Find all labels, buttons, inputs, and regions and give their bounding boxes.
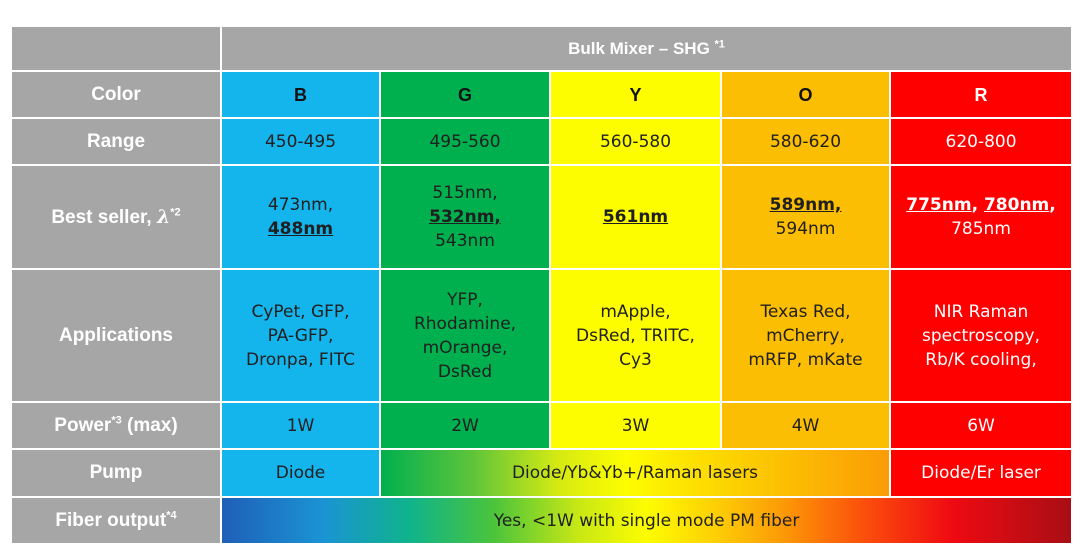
app-g-2: Rhodamine, [413, 313, 517, 334]
best-seller-r-1: 775nm, 780nm, [891, 193, 1071, 217]
pump-row: Pump Diode Diode/Yb&Yb+/Raman lasers Dio… [10, 448, 1074, 498]
app-b-1: CyPet, GFP, [251, 301, 350, 322]
row-label-power: Power*3 (max) [10, 401, 222, 450]
best-seller-label-text: Best seller, [51, 206, 152, 228]
power-o: 4W [720, 401, 891, 450]
title-row: Bulk Mixer – SHG *1 [10, 25, 1074, 72]
range-r: 620-800 [888, 117, 1074, 166]
best-seller-g-1: 515nm, [432, 183, 498, 203]
fiber-output: Yes, <1W with single mode PM fiber [219, 496, 1074, 545]
applications-r: NIR Raman spectroscopy, Rb/K cooling, [888, 268, 1074, 403]
best-seller-b: 473nm, 488nm [220, 164, 381, 270]
fiber-footnote: *4 [166, 509, 177, 522]
app-o-3: mRFP, mKate [748, 349, 863, 370]
app-g-1: YFP, [447, 289, 483, 310]
best-seller-r-sep: , [971, 195, 984, 215]
best-seller-b-1: 473nm, [267, 195, 334, 215]
best-seller-g-2: 532nm, [429, 207, 501, 227]
best-seller-r: 775nm, 780nm, 785nm [888, 164, 1074, 270]
best-seller-b-2: 488nm [267, 219, 334, 239]
best-seller-row: Best seller, λ*2 473nm, 488nm 515nm, 532… [10, 164, 1074, 270]
best-seller-y: 561nm [549, 164, 722, 270]
app-o-2: mCherry, [766, 325, 845, 346]
power-label-suffix: (max) [127, 414, 178, 436]
power-row: Power*3 (max) 1W 2W 3W 4W 6W [10, 401, 1074, 450]
table-title: Bulk Mixer – SHG *1 [219, 25, 1074, 72]
color-o: O [720, 70, 891, 119]
range-g: 495-560 [379, 117, 551, 166]
spec-table: Bulk Mixer – SHG *1 Color B G Y O R Rang… [10, 25, 1074, 545]
range-b: 450-495 [220, 117, 381, 166]
applications-b: CyPet, GFP, PA-GFP, Dronpa, FITC [220, 268, 381, 403]
row-label-applications: Applications [10, 268, 222, 403]
best-seller-o-2: 594nm [775, 219, 836, 239]
pump-middle: Diode/Yb&Yb+/Raman lasers [379, 448, 891, 498]
fiber-row: Fiber output*4 Yes, <1W with single mode… [10, 496, 1074, 545]
app-g-3: mOrange, [422, 337, 508, 358]
best-seller-footnote: *2 [170, 206, 181, 219]
app-o-1: Texas Red, [760, 301, 851, 322]
range-y: 560-580 [549, 117, 722, 166]
range-o: 580-620 [720, 117, 891, 166]
fiber-label-text: Fiber output [55, 509, 167, 531]
best-seller-o: 589nm, 594nm [720, 164, 891, 270]
color-g: G [379, 70, 551, 119]
applications-o: Texas Red, mCherry, mRFP, mKate [720, 268, 891, 403]
best-seller-g: 515nm, 532nm, 543nm [379, 164, 551, 270]
best-seller-g-3: 543nm [435, 231, 495, 251]
app-r-2: spectroscopy, [922, 325, 1041, 346]
applications-row: Applications CyPet, GFP, PA-GFP, Dronpa,… [10, 268, 1074, 403]
pump-b: Diode [220, 448, 381, 498]
applications-y: mApple, DsRed, TRITC, Cy3 [549, 268, 722, 403]
power-footnote: *3 [111, 414, 122, 427]
best-seller-y-1: 561nm [602, 207, 669, 227]
color-y: Y [549, 70, 722, 119]
color-r: R [888, 70, 1074, 119]
best-seller-r-780: 780nm [983, 195, 1050, 215]
app-r-3: Rb/K cooling, [925, 349, 1037, 370]
pump-r: Diode/Er laser [888, 448, 1074, 498]
best-seller-r-end: , [1049, 195, 1056, 215]
applications-g: YFP, Rhodamine, mOrange, DsRed [379, 268, 551, 403]
corner-cell [10, 25, 222, 72]
app-y-1: mApple, [600, 301, 671, 322]
power-y: 3W [549, 401, 722, 450]
app-y-2: DsRed, TRITC, [576, 325, 695, 346]
row-label-pump: Pump [10, 448, 222, 498]
power-label-text: Power [54, 414, 112, 436]
row-label-range: Range [10, 117, 222, 166]
row-label-color: Color [10, 70, 222, 119]
app-b-3: Dronpa, FITC [246, 349, 355, 370]
table-title-footnote: *1 [714, 37, 725, 50]
app-r-1: NIR Raman [933, 301, 1029, 322]
power-r: 6W [888, 401, 1074, 450]
app-b-2: PA-GFP, [267, 325, 334, 346]
color-row: Color B G Y O R [10, 70, 1074, 119]
lambda-symbol: λ [156, 205, 171, 228]
power-b: 1W [220, 401, 381, 450]
power-g: 2W [379, 401, 551, 450]
row-label-best-seller: Best seller, λ*2 [10, 164, 222, 270]
best-seller-r-2: 785nm [951, 219, 1011, 239]
table-title-text: Bulk Mixer – SHG [568, 38, 710, 58]
app-y-3: Cy3 [619, 349, 652, 370]
range-row: Range 450-495 495-560 560-580 580-620 62… [10, 117, 1074, 166]
row-label-fiber: Fiber output*4 [10, 496, 222, 545]
best-seller-r-775: 775nm [906, 195, 972, 215]
app-g-4: DsRed [437, 361, 493, 382]
best-seller-o-1: 589nm, [769, 195, 842, 215]
color-b: B [220, 70, 381, 119]
